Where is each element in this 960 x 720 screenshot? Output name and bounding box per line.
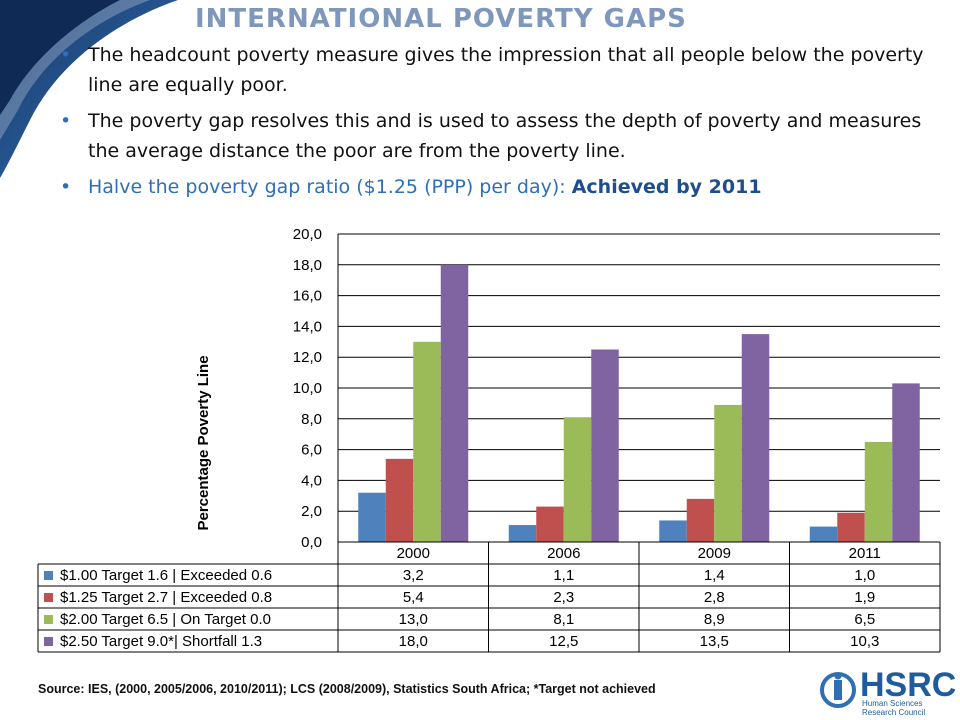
- legend-swatch: [44, 571, 53, 580]
- y-tick-label: 14,0: [293, 318, 322, 335]
- y-tick-label: 8,0: [301, 411, 322, 428]
- slide-title: INTERNATIONAL POVERTY GAPS: [195, 4, 687, 34]
- legend-entry: $2.00 Target 6.5 | On Target 0.0: [60, 611, 271, 628]
- data-label: 13,0: [399, 611, 428, 628]
- bar: [837, 512, 865, 542]
- category-label: 2011: [849, 545, 881, 562]
- bar: [413, 341, 441, 542]
- y-axis-label: Percentage Poverty Line: [195, 355, 212, 530]
- category-label: 2000: [397, 545, 430, 562]
- bullet-list: • The headcount poverty measure gives the…: [52, 40, 932, 208]
- y-tick-label: 6,0: [301, 442, 322, 459]
- y-tick-label: 2,0: [301, 503, 322, 520]
- bar: [809, 526, 838, 542]
- legend-entry: $1.25 Target 2.7 | Exceeded 0.8: [60, 589, 272, 606]
- bar: [686, 498, 715, 542]
- category-label: 2006: [547, 545, 580, 562]
- data-label: 2,8: [704, 589, 725, 606]
- bar: [741, 334, 770, 542]
- legend-entry: $2.50 Target 9.0*| Shortfall 1.3: [60, 633, 262, 650]
- y-tick-label: 0,0: [301, 534, 322, 551]
- logo-name: HSRC: [860, 666, 956, 704]
- bullet-item: • Halve the poverty gap ratio ($1.25 (PPP…: [52, 172, 932, 202]
- data-label: 1,0: [854, 567, 875, 584]
- bar: [508, 525, 537, 542]
- bar: [536, 506, 564, 542]
- bar: [440, 264, 469, 542]
- bar: [864, 441, 893, 542]
- data-label: 1,9: [854, 589, 875, 606]
- bar: [385, 458, 414, 542]
- legend-swatch: [44, 637, 53, 646]
- data-label: 10,3: [850, 633, 879, 650]
- bullet-dot-icon: •: [60, 44, 72, 66]
- logo-subtitle-2: Research Council: [862, 708, 925, 717]
- data-label: 18,0: [399, 633, 428, 650]
- bar: [659, 520, 687, 542]
- bullet-dot-icon: •: [60, 176, 72, 198]
- y-tick-label: 16,0: [293, 288, 322, 305]
- legend-swatch: [44, 615, 53, 624]
- data-label: 1,4: [704, 567, 725, 584]
- bullet-dot-icon: •: [60, 110, 72, 132]
- bar: [358, 492, 386, 542]
- y-tick-label: 18,0: [293, 257, 322, 274]
- y-tick-label: 10,0: [293, 380, 322, 397]
- bullet-item: • The headcount poverty measure gives the…: [52, 40, 932, 100]
- y-tick-label: 12,0: [293, 349, 322, 366]
- data-label: 1,1: [553, 567, 574, 584]
- bar: [591, 349, 619, 542]
- data-label: 12,5: [549, 633, 578, 650]
- bar: [892, 383, 920, 542]
- achieved-text: Achieved by 2011: [571, 176, 762, 198]
- y-tick-label: 4,0: [301, 472, 322, 489]
- y-tick-label: 20,0: [293, 226, 322, 243]
- hsrc-logo: HSRC Human Sciences Research Council: [820, 666, 956, 717]
- bullet-item: • The poverty gap resolves this and is us…: [52, 106, 932, 166]
- legend-swatch: [44, 593, 53, 602]
- bar: [563, 417, 592, 542]
- source-note: Source: IES, (2000, 2005/2006, 2010/2011…: [38, 682, 656, 696]
- data-label: 13,5: [700, 633, 729, 650]
- data-label: 2,3: [553, 589, 574, 606]
- logo-subtitle-1: Human Sciences: [862, 699, 922, 708]
- data-label: 5,4: [403, 589, 424, 606]
- category-label: 2009: [698, 545, 731, 562]
- data-label: 6,5: [854, 611, 875, 628]
- data-label: 8,9: [704, 611, 725, 628]
- data-label: 8,1: [553, 611, 574, 628]
- legend-entry: $1.00 Target 1.6 | Exceeded 0.6: [60, 567, 272, 584]
- data-label: 3,2: [403, 567, 424, 584]
- bar: [714, 404, 742, 542]
